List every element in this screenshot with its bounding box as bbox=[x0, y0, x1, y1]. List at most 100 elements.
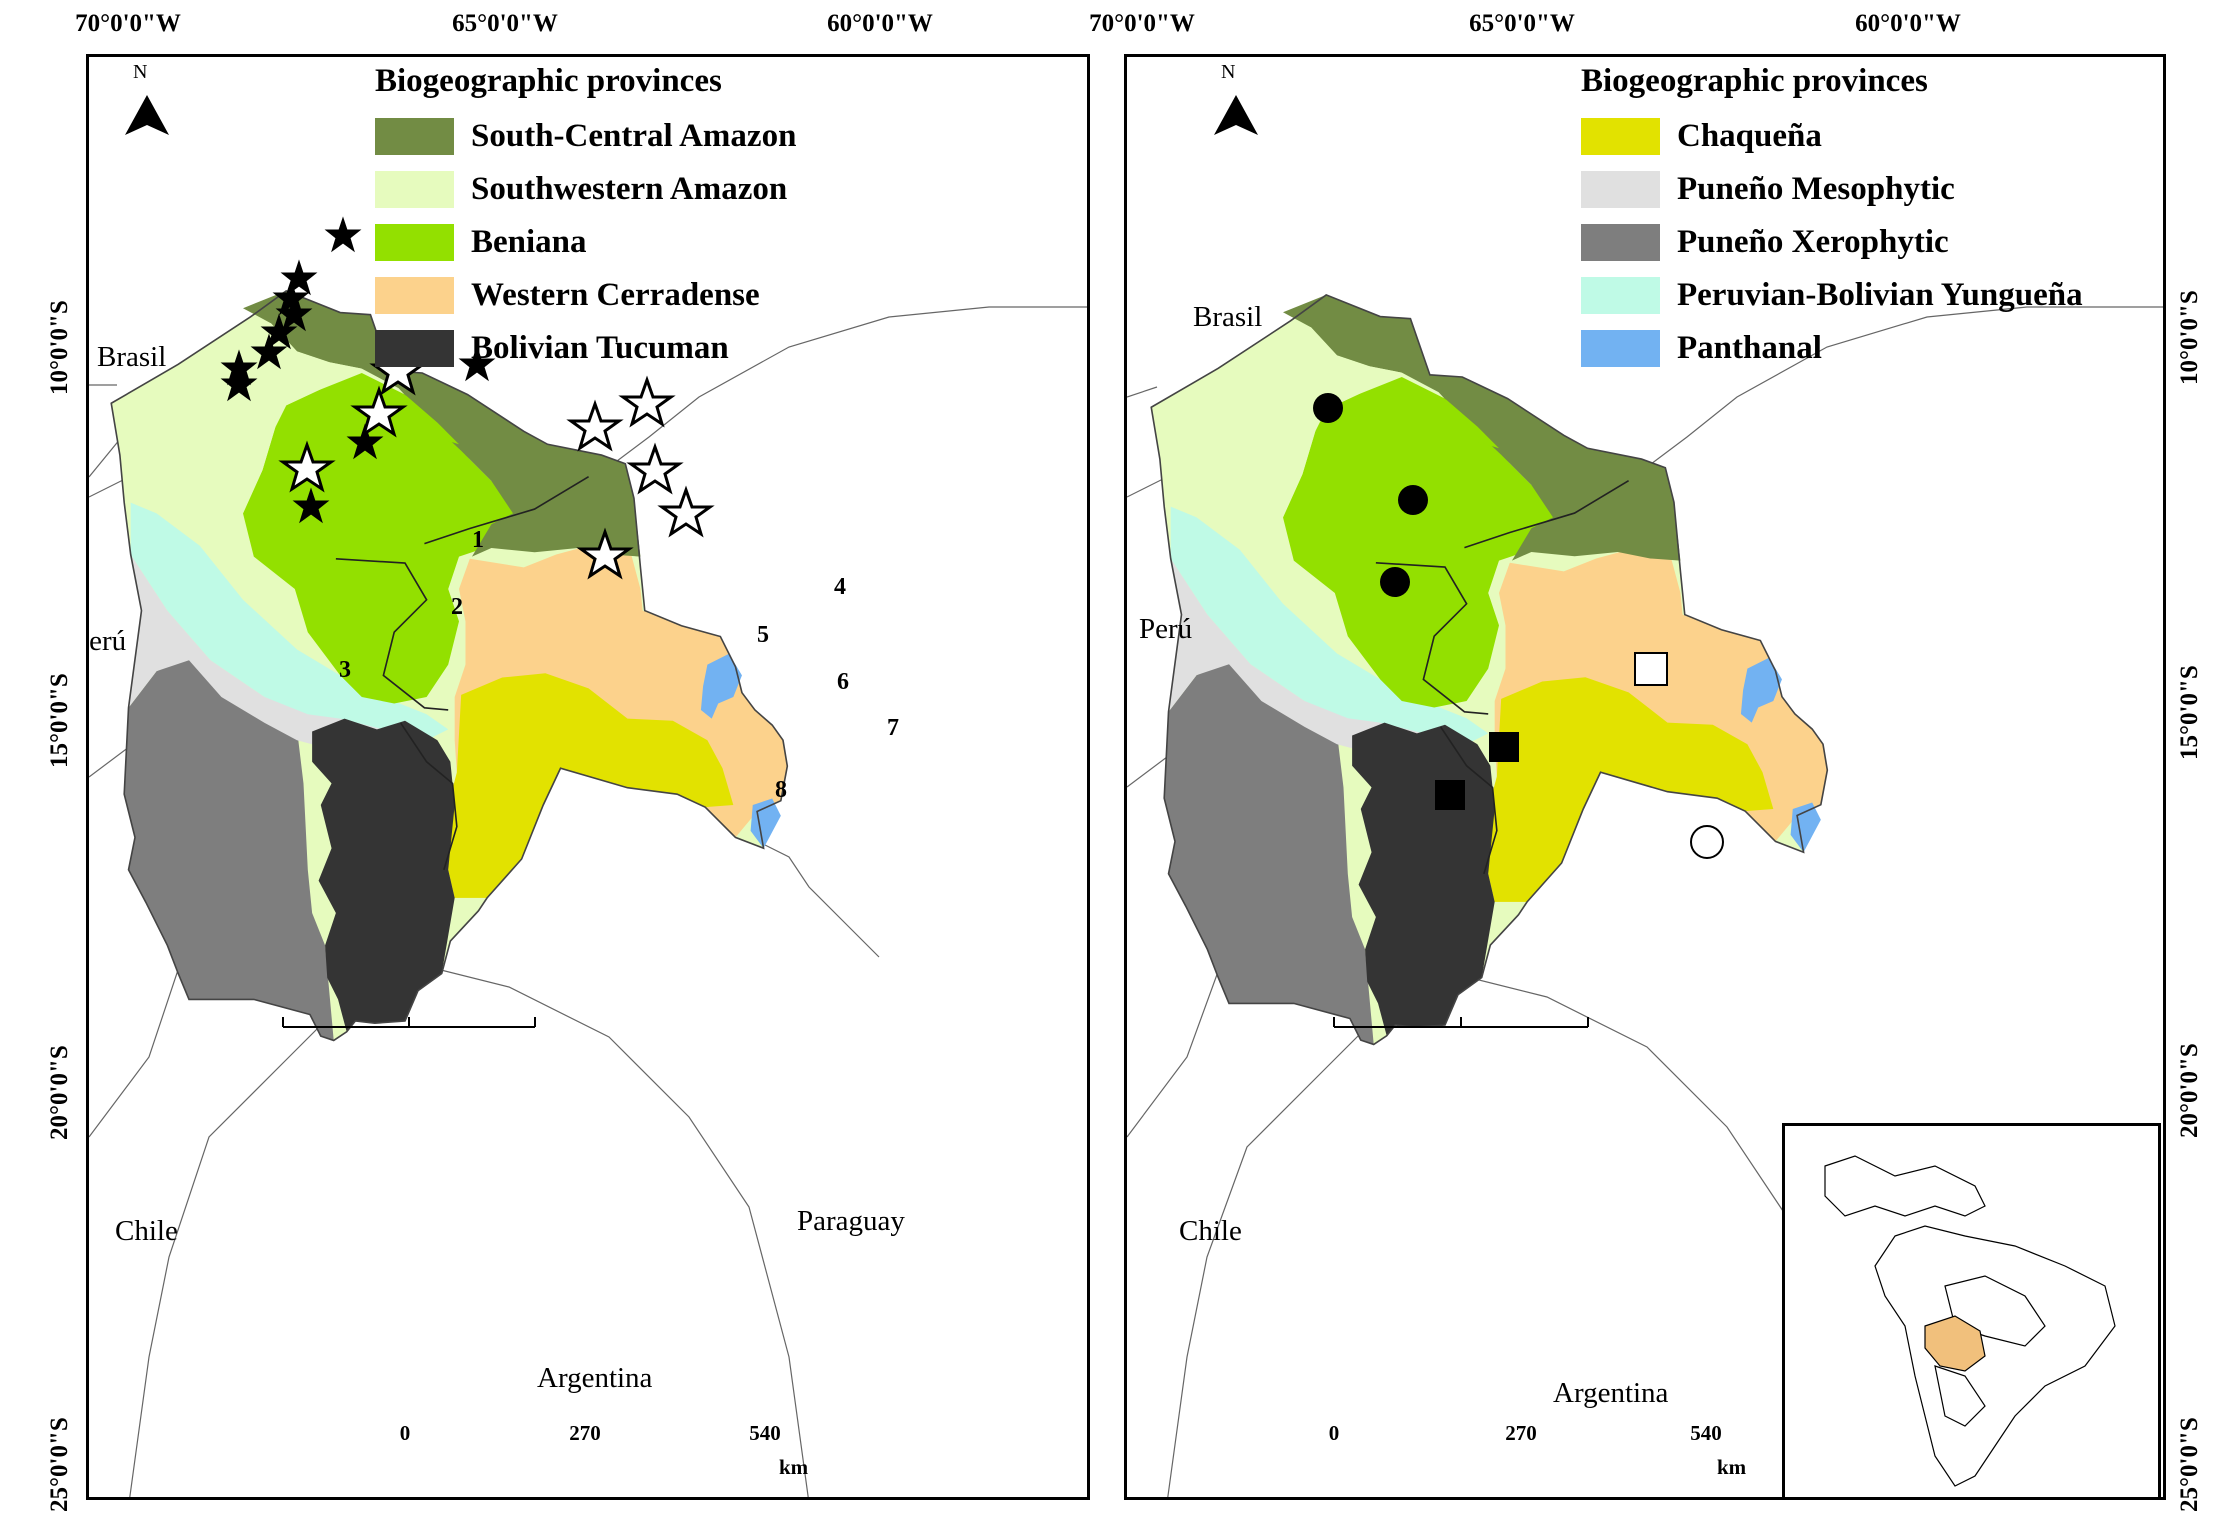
black-square-site bbox=[1489, 732, 1519, 762]
neighbour-borders bbox=[1127, 306, 2163, 1497]
legend-title: Biogeographic provinces bbox=[1581, 63, 1928, 99]
legend-item-western-cerradense: Western Cerradense bbox=[375, 269, 796, 322]
north-arrow-icon bbox=[1214, 95, 1258, 135]
latitude-label-20s-right: 20°0'0"S bbox=[2176, 1043, 2203, 1138]
left-map-svg bbox=[89, 95, 1087, 1497]
black-star-site bbox=[260, 313, 298, 350]
country-label-chile: Chile bbox=[115, 1215, 178, 1247]
site-number-6: 6 bbox=[837, 669, 849, 695]
longitude-label-60w-right: 60°0'0"W bbox=[1855, 10, 1961, 37]
left-map-panel: N Biogeographic provinces South-Central … bbox=[86, 54, 1090, 1500]
legend-item-puneno-xerophytic: Puneño Xerophytic bbox=[1581, 216, 2083, 269]
white-star-site bbox=[566, 399, 624, 452]
scale-unit: km bbox=[779, 1455, 809, 1479]
black-star-site bbox=[324, 216, 362, 253]
country-label-peru: Perú bbox=[89, 625, 127, 657]
black-star-site bbox=[275, 295, 313, 332]
country-label-argentina: Argentina bbox=[1553, 1377, 1669, 1409]
scale-tick-540: 540 bbox=[1690, 1421, 1722, 1445]
site-number-5: 5 bbox=[757, 622, 769, 648]
longitude-label-70w: 70°0'0"W bbox=[75, 10, 181, 37]
white-circle-site bbox=[1690, 825, 1724, 859]
latitude-label-25s: 25°0'0"S bbox=[46, 1417, 73, 1512]
country-label-brasil: Brasil bbox=[97, 341, 167, 373]
legend-swatch bbox=[375, 224, 454, 261]
black-star-site bbox=[458, 345, 496, 382]
north-label: N bbox=[1221, 61, 1236, 83]
scale-tick-270: 270 bbox=[569, 1421, 601, 1445]
black-star-site bbox=[250, 333, 288, 370]
legend-item-puneno-mesophytic: Puneño Mesophytic bbox=[1581, 163, 2083, 216]
inset-bolivia-highlight bbox=[1924, 1315, 1986, 1372]
site-number-3: 3 bbox=[339, 657, 351, 683]
right-legend: Biogeographic provinces Chaqueña Puneño … bbox=[1581, 63, 2083, 375]
country-label-peru: Perú bbox=[1139, 613, 1193, 645]
black-circle-site bbox=[1380, 567, 1410, 597]
legend-title: Biogeographic provinces bbox=[375, 63, 722, 99]
white-square-site bbox=[1634, 652, 1668, 686]
legend-item-south-central-amazon: South-Central Amazon bbox=[375, 110, 796, 163]
scale-unit: km bbox=[1717, 1455, 1747, 1479]
bolivia-map bbox=[110, 290, 789, 1042]
latitude-label-10s: 10°0'0"S bbox=[46, 300, 73, 395]
longitude-label-65w: 65°0'0"W bbox=[452, 10, 558, 37]
north-label: N bbox=[133, 61, 148, 83]
legend-swatch bbox=[375, 171, 454, 208]
scale-tick-540: 540 bbox=[749, 1421, 781, 1445]
black-circle-site bbox=[1313, 393, 1343, 423]
latitude-label-15s-right: 15°0'0"S bbox=[2176, 665, 2203, 760]
white-star-site bbox=[657, 485, 715, 538]
legend-item-chaquena: Chaqueña bbox=[1581, 110, 2083, 163]
legend-swatch bbox=[1581, 330, 1660, 367]
scale-bar bbox=[1333, 1017, 1589, 1028]
country-label-paraguay: Paraguay bbox=[797, 1205, 905, 1237]
right-map-svg bbox=[1127, 95, 2163, 1497]
site-number-4: 4 bbox=[834, 574, 846, 600]
latitude-label-20s: 20°0'0"S bbox=[46, 1045, 73, 1140]
longitude-label-70w-right: 70°0'0"W bbox=[1089, 10, 1195, 37]
legend-swatch bbox=[1581, 171, 1660, 208]
legend-item-peruvian-bolivian-yunguena: Peruvian-Bolivian Yungueña bbox=[1581, 269, 2083, 322]
country-label-brasil: Brasil bbox=[1193, 301, 1263, 333]
latitude-label-10s-right: 10°0'0"S bbox=[2176, 290, 2203, 385]
scale-bar bbox=[282, 1017, 536, 1028]
left-legend: Biogeographic provinces South-Central Am… bbox=[375, 63, 796, 375]
site-number-2: 2 bbox=[451, 594, 463, 620]
black-star-site bbox=[220, 365, 258, 402]
bolivia-map bbox=[1150, 294, 1829, 1046]
black-star-site bbox=[292, 487, 330, 524]
white-star-site bbox=[626, 442, 684, 495]
scale-tick-270: 270 bbox=[1505, 1421, 1537, 1445]
black-star-site bbox=[346, 423, 384, 460]
legend-item-beniana: Beniana bbox=[375, 216, 796, 269]
legend-swatch bbox=[1581, 118, 1660, 155]
legend-swatch bbox=[1581, 224, 1660, 261]
country-label-chile: Chile bbox=[1179, 1215, 1242, 1247]
black-circle-sites bbox=[1313, 393, 1428, 597]
white-star-site bbox=[618, 375, 676, 428]
scale-tick-0: 0 bbox=[1328, 1421, 1340, 1445]
latitude-label-15s: 15°0'0"S bbox=[46, 673, 73, 768]
longitude-label-60w: 60°0'0"W bbox=[827, 10, 933, 37]
site-number-1: 1 bbox=[472, 527, 484, 553]
legend-item-panthanal: Panthanal bbox=[1581, 322, 2083, 375]
white-star-site bbox=[278, 440, 336, 493]
legend-swatch bbox=[375, 277, 454, 314]
longitude-label-65w-right: 65°0'0"W bbox=[1469, 10, 1575, 37]
legend-item-southwestern-amazon: Southwestern Amazon bbox=[375, 163, 796, 216]
north-arrow-icon bbox=[125, 95, 169, 135]
black-square-site bbox=[1435, 780, 1465, 810]
site-number-8: 8 bbox=[775, 777, 787, 803]
site-number-7: 7 bbox=[887, 715, 899, 741]
black-square-sites bbox=[1435, 732, 1519, 810]
white-star-site bbox=[576, 527, 634, 580]
country-label-argentina: Argentina bbox=[537, 1362, 653, 1394]
latitude-label-25s-right: 25°0'0"S bbox=[2176, 1417, 2203, 1512]
legend-swatch bbox=[1581, 277, 1660, 314]
black-star-site bbox=[280, 259, 318, 296]
inset-map-svg bbox=[1824, 1155, 2116, 1487]
inset-map bbox=[1782, 1123, 2161, 1500]
black-circle-site bbox=[1398, 485, 1428, 515]
legend-swatch bbox=[375, 330, 454, 367]
legend-swatch bbox=[375, 118, 454, 155]
